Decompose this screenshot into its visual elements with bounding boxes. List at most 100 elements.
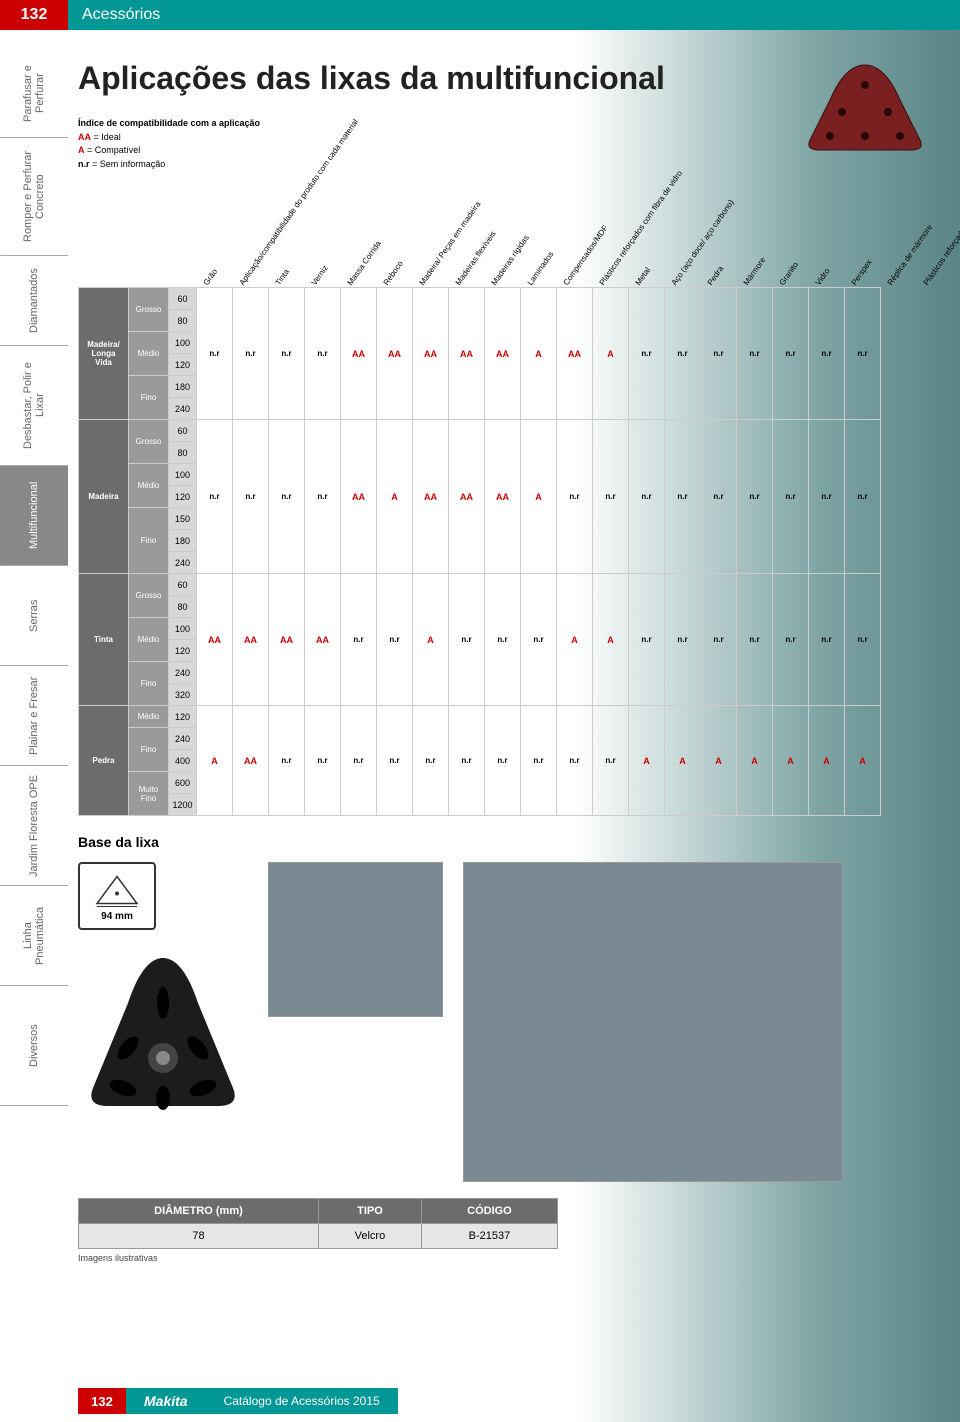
grain-cell: 320 (169, 684, 197, 706)
sidebar-item[interactable]: Jardim Floresta OPE (0, 766, 68, 886)
column-header: Perspex (850, 258, 874, 287)
compat-value: A (197, 706, 233, 816)
compat-value: n.r (701, 574, 737, 706)
column-header: Mármore (742, 256, 768, 287)
grain-cell: 240 (169, 728, 197, 750)
grain-cell: 80 (169, 310, 197, 332)
legend-a-code: A (78, 145, 85, 155)
compat-value: n.r (773, 574, 809, 706)
grade-cell: Grosso (129, 574, 169, 618)
compat-value: n.r (377, 574, 413, 706)
compat-value: AA (485, 420, 521, 574)
sidebar-item[interactable]: Desbastar, Polir e Lixar (0, 346, 68, 466)
legend-nr-code: n.r (78, 159, 90, 169)
compat-value: n.r (485, 706, 521, 816)
base-spec-table: DIÂMETRO (mm) TIPO CÓDIGO 78 Velcro B-21… (78, 1198, 558, 1249)
compat-value: A (845, 706, 881, 816)
compat-value: AA (413, 288, 449, 420)
column-header: Massa Corrida (346, 239, 383, 287)
grain-cell: 120 (169, 486, 197, 508)
compat-value: n.r (449, 574, 485, 706)
compat-value: n.r (701, 420, 737, 574)
compat-value: n.r (701, 288, 737, 420)
spec-header-type: TIPO (318, 1199, 421, 1224)
compat-value: n.r (809, 288, 845, 420)
base-col-left: 94 mm (78, 862, 248, 1118)
compat-value: A (413, 574, 449, 706)
sidebar-item[interactable]: Linha Pneumática (0, 886, 68, 986)
footer-brand: Makita (126, 1388, 206, 1414)
usage-photo-tool (463, 862, 843, 1182)
compat-value: AA (557, 288, 593, 420)
product-image-sandpaper (800, 60, 930, 155)
base-subhead: Base da lixa (78, 834, 952, 850)
column-header: Metal (634, 266, 653, 287)
sidebar-item[interactable]: Multifuncional (0, 466, 68, 566)
compat-value: AA (485, 288, 521, 420)
legend-aa-label: = Ideal (94, 132, 121, 142)
sidebar-item[interactable]: Diversos (0, 986, 68, 1106)
compat-value: AA (449, 420, 485, 574)
column-header: Madeira/ Peças em madeira (418, 200, 483, 287)
grain-cell: 80 (169, 442, 197, 464)
spec-header-code: CÓDIGO (421, 1199, 557, 1224)
compat-value: n.r (233, 420, 269, 574)
column-header: Verniz (310, 264, 330, 287)
grade-cell: Fino (129, 662, 169, 706)
compat-value: n.r (377, 706, 413, 816)
grain-cell: 400 (169, 750, 197, 772)
legend-nr-label: = Sem informação (92, 159, 165, 169)
grade-cell: Grosso (129, 288, 169, 332)
material-cell: Madeira (79, 420, 129, 574)
material-cell: Madeira/ Longa Vida (79, 288, 129, 420)
page-footer: 132 Makita Catálogo de Acessórios 2015 (78, 1388, 398, 1414)
compat-value: n.r (269, 288, 305, 420)
legend-aa-code: AA (78, 132, 91, 142)
compatibility-table: Madeira/ Longa VidaGrosso60n.rn.rn.rn.rA… (78, 287, 881, 816)
column-header: Vidro (814, 267, 832, 287)
compat-value: n.r (809, 420, 845, 574)
grain-cell: 240 (169, 662, 197, 684)
grain-cell: 100 (169, 618, 197, 640)
compat-value: n.r (557, 420, 593, 574)
compat-value: n.r (557, 706, 593, 816)
column-header: Reboco (382, 259, 405, 287)
grain-cell: 100 (169, 464, 197, 486)
compat-value: n.r (737, 288, 773, 420)
sidebar-item[interactable]: Plainar e Fresar (0, 666, 68, 766)
compat-value: n.r (305, 706, 341, 816)
grain-cell: 60 (169, 288, 197, 310)
compat-value: n.r (593, 706, 629, 816)
page-number-top: 132 (0, 0, 68, 30)
sidebar-item[interactable]: Diamantados (0, 256, 68, 346)
grain-cell: 60 (169, 574, 197, 596)
compat-value: n.r (773, 420, 809, 574)
compatibility-table-wrap: GrãoAplicação/compatibilidade do produto… (78, 177, 952, 816)
compat-value: A (701, 706, 737, 816)
compat-value: AA (197, 574, 233, 706)
page-number-bottom: 132 (78, 1388, 126, 1414)
sidebar-item[interactable]: Romper e Perfurar Concreto (0, 138, 68, 256)
compat-value: AA (341, 288, 377, 420)
compat-value: A (521, 288, 557, 420)
column-header: Tinta (274, 268, 291, 287)
spec-value-code: B-21537 (421, 1224, 557, 1249)
compat-value: AA (233, 574, 269, 706)
compat-value: n.r (197, 420, 233, 574)
compat-value: n.r (629, 288, 665, 420)
compat-value: n.r (845, 288, 881, 420)
images-caption: Imagens ilustrativas (78, 1253, 952, 1263)
footer-catalog: Catálogo de Acessórios 2015 (206, 1388, 398, 1414)
compat-value: n.r (449, 706, 485, 816)
sidebar-item[interactable]: Parafusar e Perfurar (0, 50, 68, 138)
compat-value: n.r (341, 706, 377, 816)
compat-value: n.r (629, 420, 665, 574)
compat-value: n.r (521, 574, 557, 706)
sidebar-item[interactable]: Serras (0, 566, 68, 666)
column-header: Granito (778, 260, 800, 287)
grade-cell: Grosso (129, 420, 169, 464)
grain-cell: 120 (169, 354, 197, 376)
grain-cell: 120 (169, 706, 197, 728)
compat-value: n.r (773, 288, 809, 420)
compat-value: n.r (737, 574, 773, 706)
